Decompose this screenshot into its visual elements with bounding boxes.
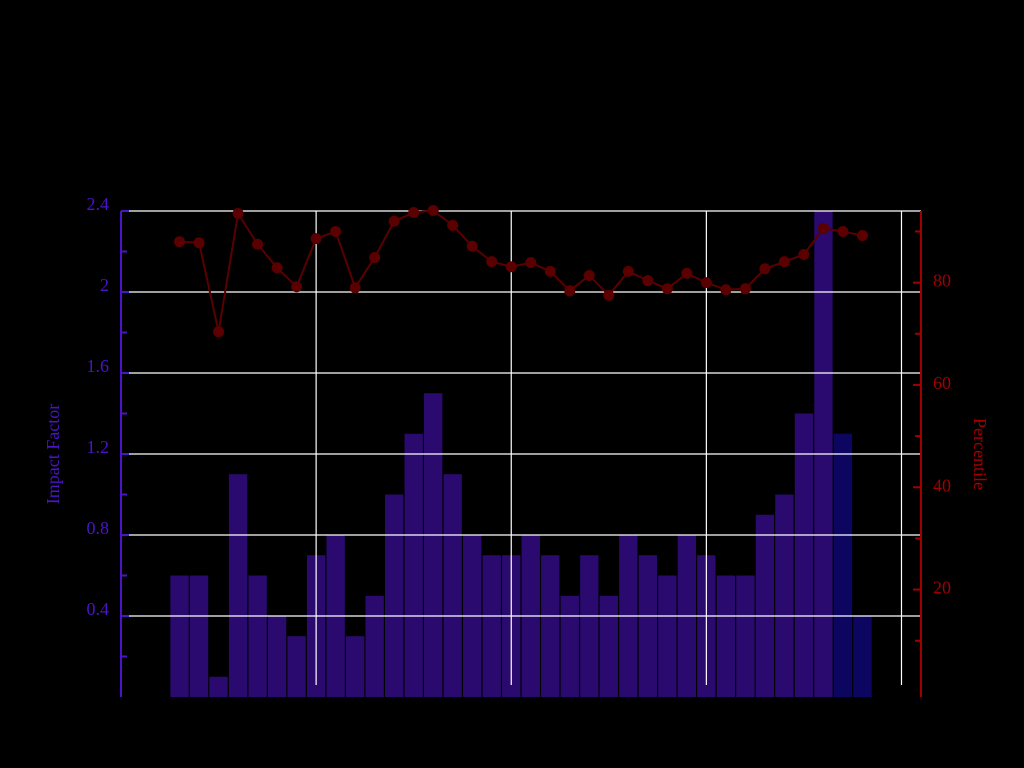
y-tick-label: 1.6 [87,356,110,376]
bar [599,595,618,697]
line-marker [817,222,829,234]
y-tick-label: 0.8 [87,518,110,538]
bar [658,575,677,697]
bar [716,575,736,697]
y2-tick-label: 60 [933,373,951,393]
line-marker [603,289,615,301]
y-tick-label: 0.4 [87,599,110,619]
bar [209,676,228,697]
line-marker [720,284,732,296]
line-marker [486,256,498,268]
bar [794,413,814,697]
bar [443,474,462,697]
y2-tick-label: 20 [933,578,951,598]
line-marker [583,269,595,281]
line-marker [310,233,322,245]
line-marker [759,263,771,275]
y2-tick-label: 40 [933,475,951,495]
bar [755,514,775,697]
bar [775,494,794,697]
bar [736,575,755,697]
line-marker [700,277,712,289]
bar [345,636,365,697]
line-marker [739,283,751,295]
bar [833,433,853,697]
line-marker [388,215,400,227]
bar [189,575,209,697]
bar [482,555,501,697]
bar [228,474,248,697]
line-marker [427,204,439,216]
line-marker [466,240,478,252]
line-marker [174,236,186,248]
bar [404,433,423,697]
line-marker [505,261,517,273]
y-tick-label: 2 [100,275,109,295]
y2-axis-label: Percentile [970,418,990,490]
line-marker [349,282,361,294]
bar [560,595,579,697]
bar [287,636,306,697]
bar [170,575,189,697]
line-marker [213,326,225,338]
line-marker [856,230,868,242]
y-axis-label: Impact Factor [43,404,63,504]
bar [424,393,443,697]
bar [365,595,384,697]
bar [248,575,267,697]
line-marker [447,219,459,231]
bar [385,494,404,697]
line-marker [369,252,381,264]
bar [853,616,872,697]
line-marker [778,256,790,268]
y-tick-label: 1.2 [87,437,110,457]
bar [541,555,560,697]
y-tick-label: 2.4 [87,194,110,214]
line-marker [330,225,342,237]
line-marker [661,283,673,295]
bar [638,555,657,697]
bar [267,616,287,697]
line-marker [525,257,537,269]
line-marker [252,238,264,250]
line-marker [681,267,693,279]
line-marker [408,207,420,219]
line-marker [642,275,654,287]
line-marker [271,262,283,274]
line-marker [232,208,244,220]
line-marker [622,265,634,277]
line-marker [798,248,810,260]
line-marker [544,265,556,277]
line-marker [193,237,205,249]
line-marker [564,285,576,297]
y2-tick-label: 80 [933,271,951,291]
line-marker [837,225,849,237]
bar [580,555,599,697]
line-marker [291,281,303,293]
